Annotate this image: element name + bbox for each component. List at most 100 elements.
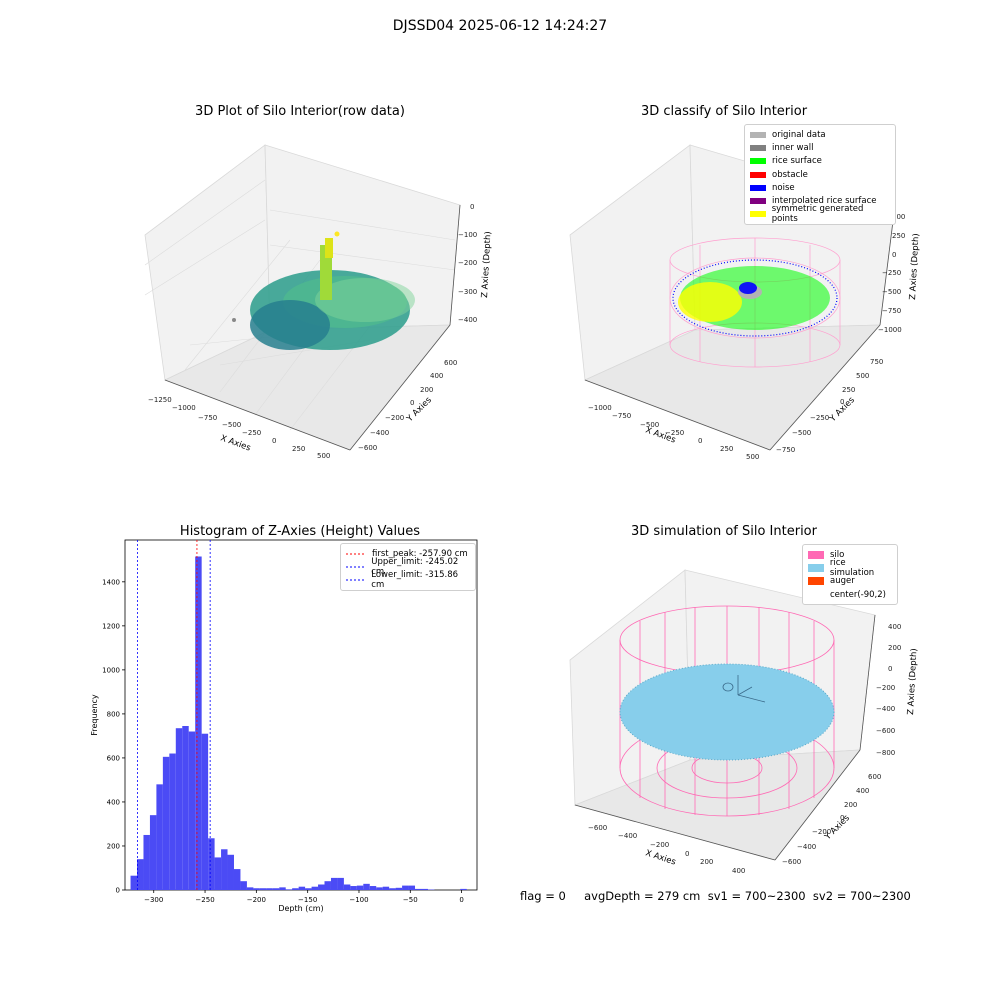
plot2-x-tick: −250 [665, 429, 684, 437]
histogram-bar [130, 875, 138, 890]
plot4-y-tick: −200 [812, 828, 831, 836]
plot1-x-tick: 0 [272, 437, 276, 445]
plot2-x-tick: 250 [720, 445, 733, 453]
plot2-y-tick: −500 [792, 429, 811, 437]
legend-item: center(-90,2) [808, 588, 892, 601]
y-tick-label: 1200 [102, 622, 120, 630]
legend-line [346, 579, 366, 581]
legend-label: original data [772, 129, 826, 140]
plot1-x-tick: −500 [222, 421, 241, 429]
plot2-z-tick: −500 [882, 288, 901, 296]
y-tick-label: 200 [107, 842, 120, 850]
x-tick-label: −250 [195, 896, 214, 904]
histogram-bar [175, 728, 183, 890]
histogram-bar [285, 889, 293, 890]
plot4-3d-axes: −600 −400 −200 0 200 400 −600 −400 −200 … [569, 569, 919, 875]
legend-label: noise [772, 182, 795, 193]
plot1-z-tick: −100 [458, 231, 477, 239]
plot4-x-tick: 200 [700, 858, 713, 866]
histogram-bar [266, 888, 273, 890]
plot2-y-tick: 0 [840, 398, 844, 406]
legend-label: rice surface [772, 156, 822, 167]
legend-swatch [750, 171, 766, 178]
plot1-title: 3D Plot of Silo Interior(row data) [195, 104, 405, 119]
plot4-rice-surface [619, 663, 835, 761]
figure-title: DJSSD04 2025-06-12 14:24:27 [392, 18, 608, 34]
legend-label: rice simulation [829, 557, 875, 578]
plot4-y-tick: 400 [856, 787, 869, 795]
histogram-bars [130, 556, 467, 890]
histogram-legend: first_peak: -257.90 cm Upper_limit: -245… [340, 543, 476, 591]
y-tick-label: 1000 [102, 666, 120, 674]
plot4-auger [722, 675, 766, 703]
histogram-bar [292, 888, 299, 890]
plot4-z-tick: −800 [876, 749, 895, 757]
legend-item: symmetric generated points [750, 204, 890, 224]
legend-item: inner wall [750, 141, 890, 154]
plot4-y-tick: 200 [844, 801, 857, 809]
plot1-y-tick: 400 [430, 372, 443, 380]
plot2-x-tick: −500 [640, 421, 659, 429]
histogram-bar [137, 859, 144, 890]
histogram-bar [227, 854, 234, 890]
plot1-x-tick: 500 [317, 452, 330, 460]
y-tick-label: 1400 [102, 578, 120, 586]
legend-swatch [808, 591, 824, 599]
x-tick-label: −300 [144, 896, 163, 904]
histogram-bar [343, 884, 351, 890]
plot2-z-tick: 500 [892, 213, 905, 221]
legend-item: obstacle [750, 168, 890, 181]
plot2-y-tick: 500 [856, 372, 869, 380]
y-tick-label: 600 [107, 754, 120, 762]
legend-label: silo [830, 549, 845, 560]
histogram-bar [156, 784, 163, 890]
plot2-3d-axes: −1000 −750 −500 −250 0 250 500 −750 −500… [569, 144, 921, 460]
plot1-z-tick: −300 [458, 288, 477, 296]
plot1-z-label: Z Axies (Depth) [480, 231, 493, 298]
y-tick-label: 0 [116, 887, 120, 895]
histogram-bar [356, 885, 364, 890]
legend-item: silo [808, 548, 892, 561]
plot2-x-tick: −750 [612, 412, 631, 420]
plot1-point-cloud [232, 231, 415, 350]
plot4-title: 3D simulation of Silo Interior [631, 524, 817, 539]
legend-swatch [750, 144, 766, 151]
legend-label: Lower_limit: -315.86 cm [371, 570, 459, 591]
plot2-z-tick: 0 [892, 251, 896, 259]
histogram-bar [460, 888, 467, 890]
plot1-x-tick: −1250 [148, 396, 172, 404]
histogram-bar [188, 731, 196, 890]
plot2-x-tick: 500 [746, 453, 759, 460]
plot1-x-tick: −750 [198, 414, 217, 422]
legend-item: Upper_limit: -245.02 cm [346, 557, 470, 577]
histogram-bar [221, 849, 228, 890]
plot4-z-label: Z Axies (Depth) [906, 648, 919, 715]
plot4-z-tick: 400 [888, 623, 901, 631]
legend-item: Lower_limit: -315.86 cm [346, 570, 470, 590]
legend-swatch [750, 158, 766, 165]
histogram-bar [318, 884, 325, 890]
histogram-bar [259, 888, 267, 890]
plot1-x-tick: 250 [292, 445, 305, 453]
histogram-bar [240, 881, 247, 890]
plot2-title: 3D classify of Silo Interior [640, 104, 808, 119]
legend-item: original data [750, 128, 890, 141]
plot4-x-label: X Axies [644, 848, 677, 867]
histogram-bar [376, 887, 383, 890]
histogram-bar [363, 883, 370, 890]
plot2-x-tick: −1000 [588, 404, 612, 412]
histogram-bar [233, 869, 241, 890]
plot4-z-tick: −400 [876, 705, 895, 713]
status-footer: flag = 0 avgDepth = 279 cm sv1 = 700~230… [520, 889, 911, 903]
histogram-bar [402, 885, 409, 890]
legend-line [346, 566, 366, 568]
plot1-z-tick: 0 [470, 203, 474, 211]
legend-swatch [750, 184, 766, 191]
legend-item: noise [750, 181, 890, 194]
plot4-z-tick: 0 [888, 665, 892, 673]
legend-line [346, 553, 366, 555]
legend-swatch [750, 131, 766, 138]
plot4-z-tick: 200 [888, 644, 901, 652]
plot2-z-tick: −250 [882, 269, 901, 277]
legend-swatch [808, 550, 824, 559]
